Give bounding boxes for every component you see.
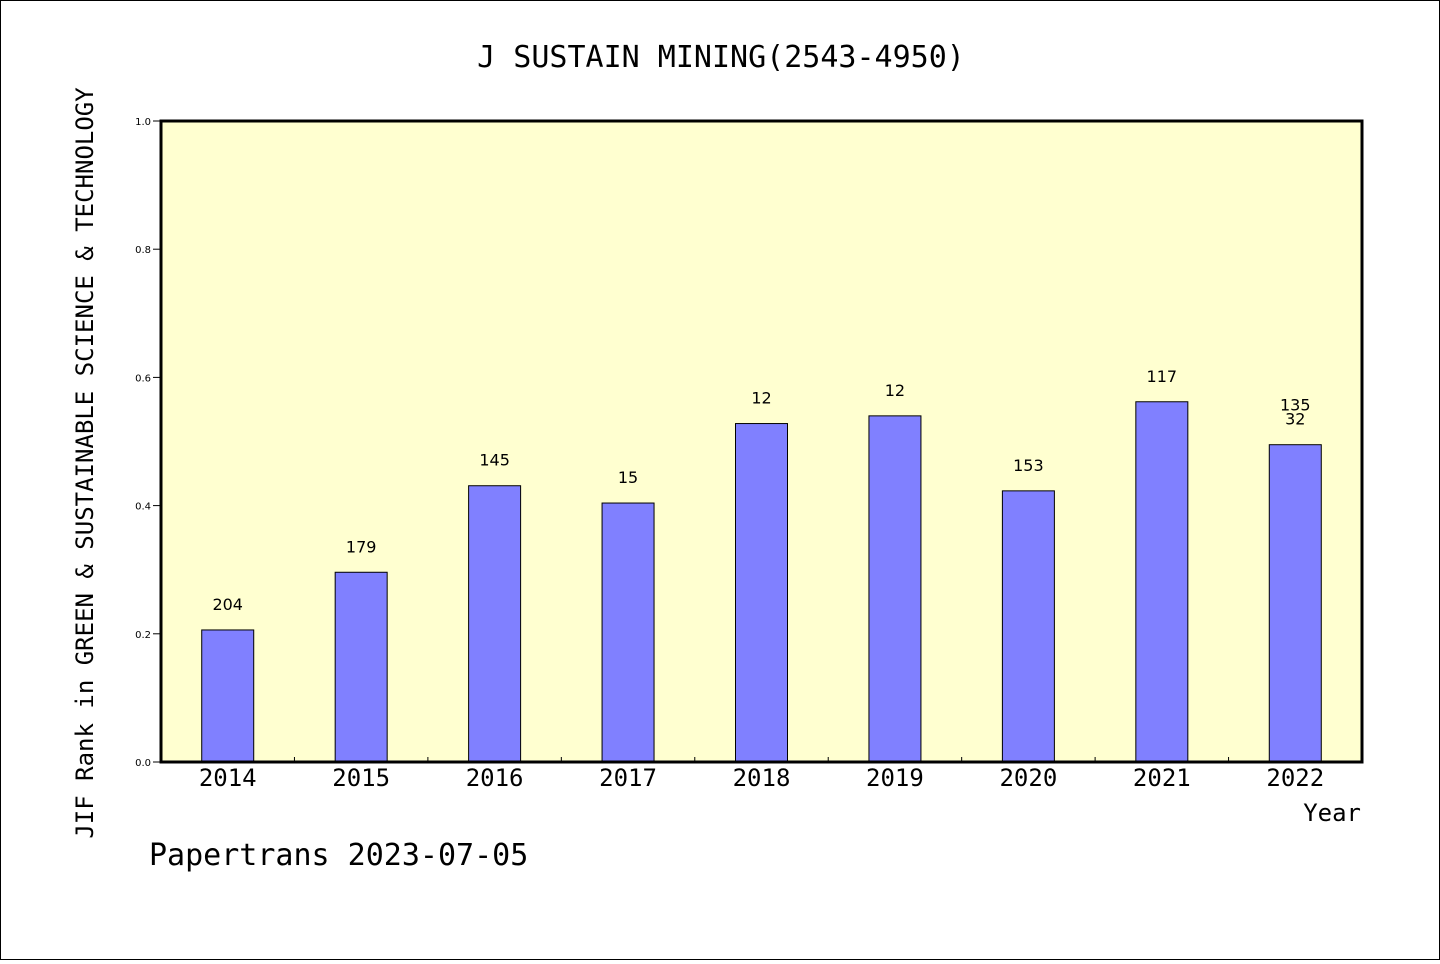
y-tick-label: 0.6 <box>135 373 151 384</box>
chart-title: J SUSTAIN MINING(2543-4950) <box>477 40 965 75</box>
data-label: 15 <box>618 468 638 487</box>
x-tick-label: 2020 <box>999 764 1057 792</box>
plot-border <box>159 119 1364 764</box>
data-label: 117 <box>1147 367 1178 386</box>
data-label: 204 <box>212 595 243 614</box>
x-tick-label: 2018 <box>733 764 791 792</box>
y-tick-label: 1.0 <box>135 117 151 128</box>
y-tick-label: 0.0 <box>135 758 151 769</box>
bar-2014 <box>201 629 255 763</box>
y-tick-label: 0.4 <box>135 502 151 513</box>
bar-2019 <box>868 415 922 763</box>
x-tick-label: 2019 <box>866 764 924 792</box>
x-tick-label: 2022 <box>1266 764 1324 792</box>
data-label: 32 <box>1285 410 1305 429</box>
x-tick-label: 2015 <box>332 764 390 792</box>
data-label: 135 <box>1280 396 1311 415</box>
bar-2015 <box>334 571 388 763</box>
axes: 2014 2015 2016 2017 2018 2019 2020 2021 2022 0.0 0… <box>135 117 1324 792</box>
bar-2020 <box>1001 490 1055 763</box>
y-axis-label: JIF Rank in GREEN & SUSTAINABLE SCIENCE … <box>71 87 99 839</box>
y-tick-label: 0.8 <box>135 245 151 256</box>
x-tick-label: 2017 <box>599 764 657 792</box>
bar-2017 <box>601 502 655 763</box>
x-tick-label: 2021 <box>1133 764 1191 792</box>
x-axis-label: Year <box>1303 799 1361 827</box>
data-label: 12 <box>751 389 771 408</box>
data-label: 153 <box>1013 456 1044 475</box>
footer-credit: Papertrans 2023-07-05 <box>149 838 528 873</box>
x-tick-label: 2016 <box>466 764 524 792</box>
bar-2022 <box>1268 444 1322 763</box>
bar-2018 <box>735 423 788 763</box>
bars <box>201 401 1322 763</box>
bar-2016 <box>468 485 522 763</box>
data-label: 12 <box>885 381 905 400</box>
data-label: 145 <box>479 451 510 470</box>
data-label: 179 <box>346 537 377 556</box>
x-tick-label: 2014 <box>199 764 257 792</box>
y-tick-label: 0.2 <box>135 630 151 641</box>
bar-2021 <box>1135 401 1189 763</box>
